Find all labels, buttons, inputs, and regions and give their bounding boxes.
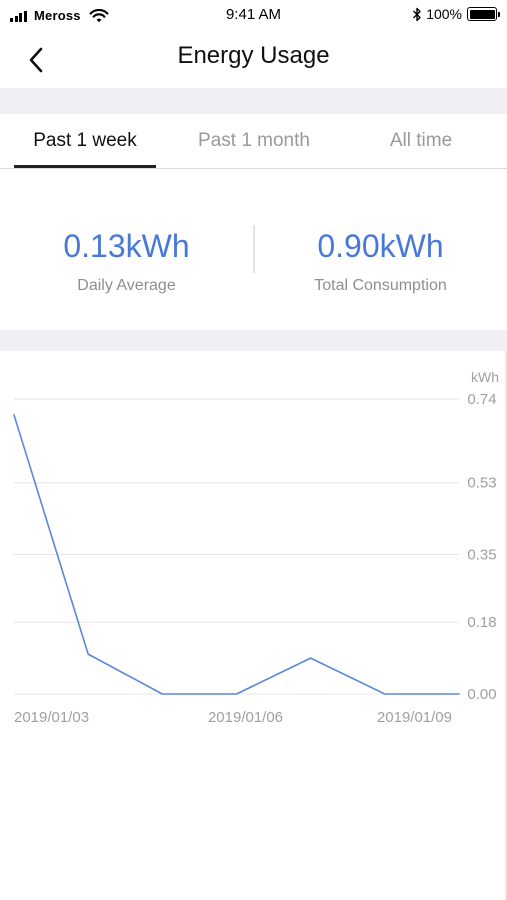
nav-bar: Energy Usage [0, 32, 507, 88]
x-tick-label: 2019/01/06 [208, 709, 283, 726]
y-tick-label: 0.35 [467, 546, 496, 563]
tab-past-1-month[interactable]: Past 1 month [198, 130, 310, 151]
daily-average-value: 0.13kWh [63, 228, 190, 264]
active-tab-indicator [14, 165, 156, 168]
tab-all-time[interactable]: All time [389, 130, 453, 151]
status-time: 9:41 AM [225, 6, 282, 23]
total-consumption-value: 0.90kWh [317, 228, 444, 264]
usage-summary: 0.13kWh Daily Average 0.90kWh Total Cons… [0, 170, 507, 330]
chevron-left-icon [29, 47, 43, 73]
total-consumption-label: Total Consumption [314, 277, 447, 294]
series-line [13, 414, 460, 695]
battery-icon [467, 7, 500, 21]
x-tick-label: 2019/01/09 [377, 709, 452, 726]
section-separator [0, 88, 507, 114]
status-left: Meross [10, 8, 109, 23]
page-title: Energy Usage [177, 42, 330, 69]
y-tick-label: 0.53 [467, 475, 496, 492]
daily-average-label: Daily Average [77, 277, 176, 294]
y-tick-label: 0.18 [467, 614, 496, 631]
energy-chart: kWh 0.74 0.53 0.35 0.18 0.00 2019/01/03 2019/01… [13, 369, 499, 726]
bluetooth-icon [413, 7, 421, 21]
carrier-name: Meross [34, 8, 81, 23]
right-edge [505, 351, 507, 900]
section-separator [0, 330, 507, 351]
stat-divider [253, 225, 255, 273]
y-tick-label: 0.74 [467, 391, 496, 408]
status-bar: Meross 9:41 AM 100% [0, 0, 507, 32]
wifi-icon [89, 8, 109, 22]
battery-percent: 100% [426, 6, 462, 22]
x-tick-label: 2019/01/03 [14, 709, 89, 726]
period-tabs: Past 1 week Past 1 month All time [0, 114, 507, 169]
total-consumption-stat: 0.90kWh Total Consumption [254, 228, 507, 295]
chart-area: kWh 0.74 0.53 0.35 0.18 0.00 2019/01/03 2019/01… [0, 351, 507, 900]
daily-average-stat: 0.13kWh Daily Average [0, 228, 253, 295]
back-button[interactable] [18, 42, 54, 78]
y-axis-unit-label: kWh [471, 369, 499, 385]
tab-past-1-week[interactable]: Past 1 week [33, 130, 137, 151]
status-right: 100% [412, 6, 500, 22]
y-tick-label: 0.00 [467, 686, 496, 703]
signal-icon [10, 9, 28, 22]
